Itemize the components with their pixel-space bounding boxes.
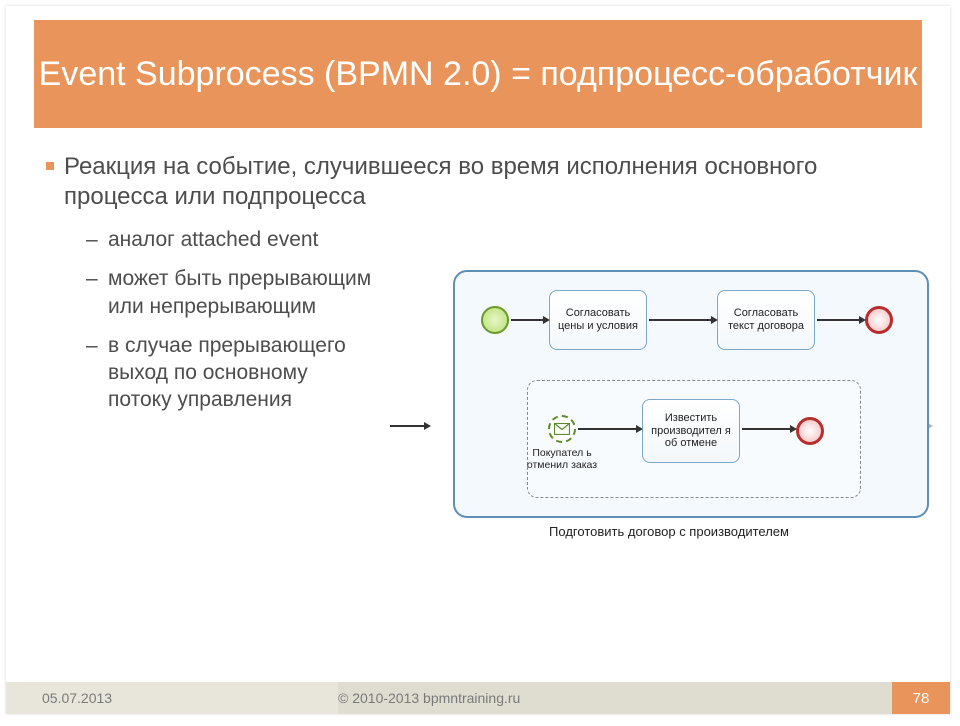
bpmn-diagram: Согласовать цены и условия Согласовать т… — [408, 270, 930, 539]
envelope-icon — [554, 423, 570, 435]
arrow-head-icon — [543, 316, 550, 324]
footer-page-number: 78 — [892, 682, 950, 714]
footer-copyright: © 2010-2013 bpmntraining.ru — [338, 682, 892, 714]
sequence-flow — [649, 319, 713, 321]
sub-bullet-text: в случае прерывающего выход по основному… — [108, 332, 376, 414]
dash-icon: – — [86, 226, 98, 253]
sequence-flow — [817, 319, 861, 321]
task-label: Согласовать текст договора — [721, 307, 811, 332]
dash-icon: – — [86, 265, 98, 320]
arrow-head-icon — [790, 425, 797, 433]
event-subprocess: Покупател ь отменил заказ Известить прои… — [527, 380, 861, 498]
footer-date: 05.07.2013 — [6, 682, 338, 714]
dash-icon: – — [86, 332, 98, 414]
sequence-flow — [742, 428, 792, 430]
expanded-subprocess: Согласовать цены и условия Согласовать т… — [453, 270, 929, 518]
sub-bullet-text: аналог attached event — [108, 226, 318, 253]
sub-bullet-text: может быть прерывающим или непрерывающим — [108, 265, 376, 320]
slide: Event Subprocess (BPMN 2.0) = подпроцесс… — [6, 6, 950, 714]
arrow-head-icon — [636, 425, 643, 433]
task-box: Согласовать цены и условия — [549, 290, 647, 350]
task-label: Известить производител я об отмене — [646, 412, 736, 450]
start-event — [481, 306, 509, 334]
task-label: Согласовать цены и условия — [553, 307, 643, 332]
sequence-flow — [511, 319, 547, 321]
end-event — [865, 306, 893, 334]
bullet-text: Реакция на событие, случившееся во время… — [64, 152, 910, 212]
arrow-head-icon — [711, 316, 718, 324]
task-box: Согласовать текст договора — [717, 290, 815, 350]
sequence-flow — [578, 428, 638, 430]
task-box: Известить производител я об отмене — [642, 399, 740, 463]
slide-title: Event Subprocess (BPMN 2.0) = подпроцесс… — [39, 53, 918, 96]
bullet-square-icon — [46, 162, 54, 170]
title-bar: Event Subprocess (BPMN 2.0) = подпроцесс… — [34, 20, 922, 128]
bullet-level-2: – может быть прерывающим или непрерывающ… — [86, 265, 376, 320]
slide-footer: 05.07.2013 © 2010-2013 bpmntraining.ru 7… — [6, 682, 950, 714]
end-event — [796, 417, 824, 445]
arrow-head-icon — [859, 316, 866, 324]
bullet-level-1: Реакция на событие, случившееся во время… — [46, 152, 910, 212]
event-label: Покупател ь отменил заказ — [526, 447, 598, 471]
bullet-level-2: – в случае прерывающего выход по основно… — [86, 332, 376, 414]
bullet-level-2: – аналог attached event — [86, 226, 376, 253]
diagram-caption: Подготовить договор с производителем — [408, 524, 930, 539]
message-start-event — [548, 415, 576, 443]
sub-bullet-list: – аналог attached event – может быть пре… — [86, 226, 376, 414]
